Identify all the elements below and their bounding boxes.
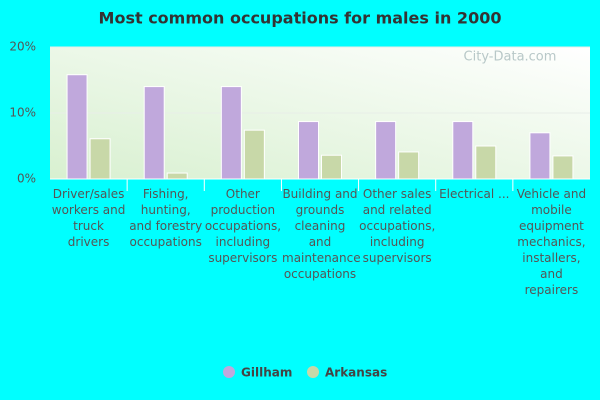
- x-tick-label: Vehicle and mobile equipment mechanics, …: [516, 187, 587, 297]
- bar: [298, 121, 319, 180]
- watermark: City-Data.com: [464, 50, 557, 65]
- x-tick-label: Other sales and related occupations, inc…: [359, 187, 436, 265]
- x-tick-label: Fishing, hunting, and forestry occupatio…: [129, 187, 203, 249]
- y-tick-label: 20%: [9, 40, 36, 54]
- bar: [529, 132, 551, 180]
- bar: [452, 121, 474, 180]
- x-tick-label: Electrical ...: [439, 187, 510, 201]
- y-tick-label: 10%: [9, 106, 36, 120]
- bar: [220, 86, 242, 180]
- bar: [243, 129, 265, 180]
- bar: [66, 74, 88, 180]
- y-tick-label: 0%: [17, 172, 36, 186]
- bar: [321, 154, 342, 180]
- legend-label: Gillham: [241, 366, 292, 380]
- legend-label: Arkansas: [325, 366, 387, 380]
- x-tick-label: Building and grounds cleaning and mainte…: [282, 187, 361, 281]
- bar: [166, 172, 188, 180]
- bar: [552, 155, 574, 180]
- chart-title: Most common occupations for males in 200…: [99, 9, 502, 28]
- bar: [398, 151, 420, 180]
- legend-marker: [307, 366, 319, 378]
- bar: [143, 86, 165, 180]
- bar: [89, 138, 111, 180]
- legend-marker: [223, 366, 235, 378]
- x-tick-label: Other production occupations, including …: [204, 187, 282, 265]
- x-tick-label: Driver/sales workers and truck drivers: [51, 187, 126, 249]
- bar: [475, 145, 497, 180]
- bar: [375, 121, 397, 180]
